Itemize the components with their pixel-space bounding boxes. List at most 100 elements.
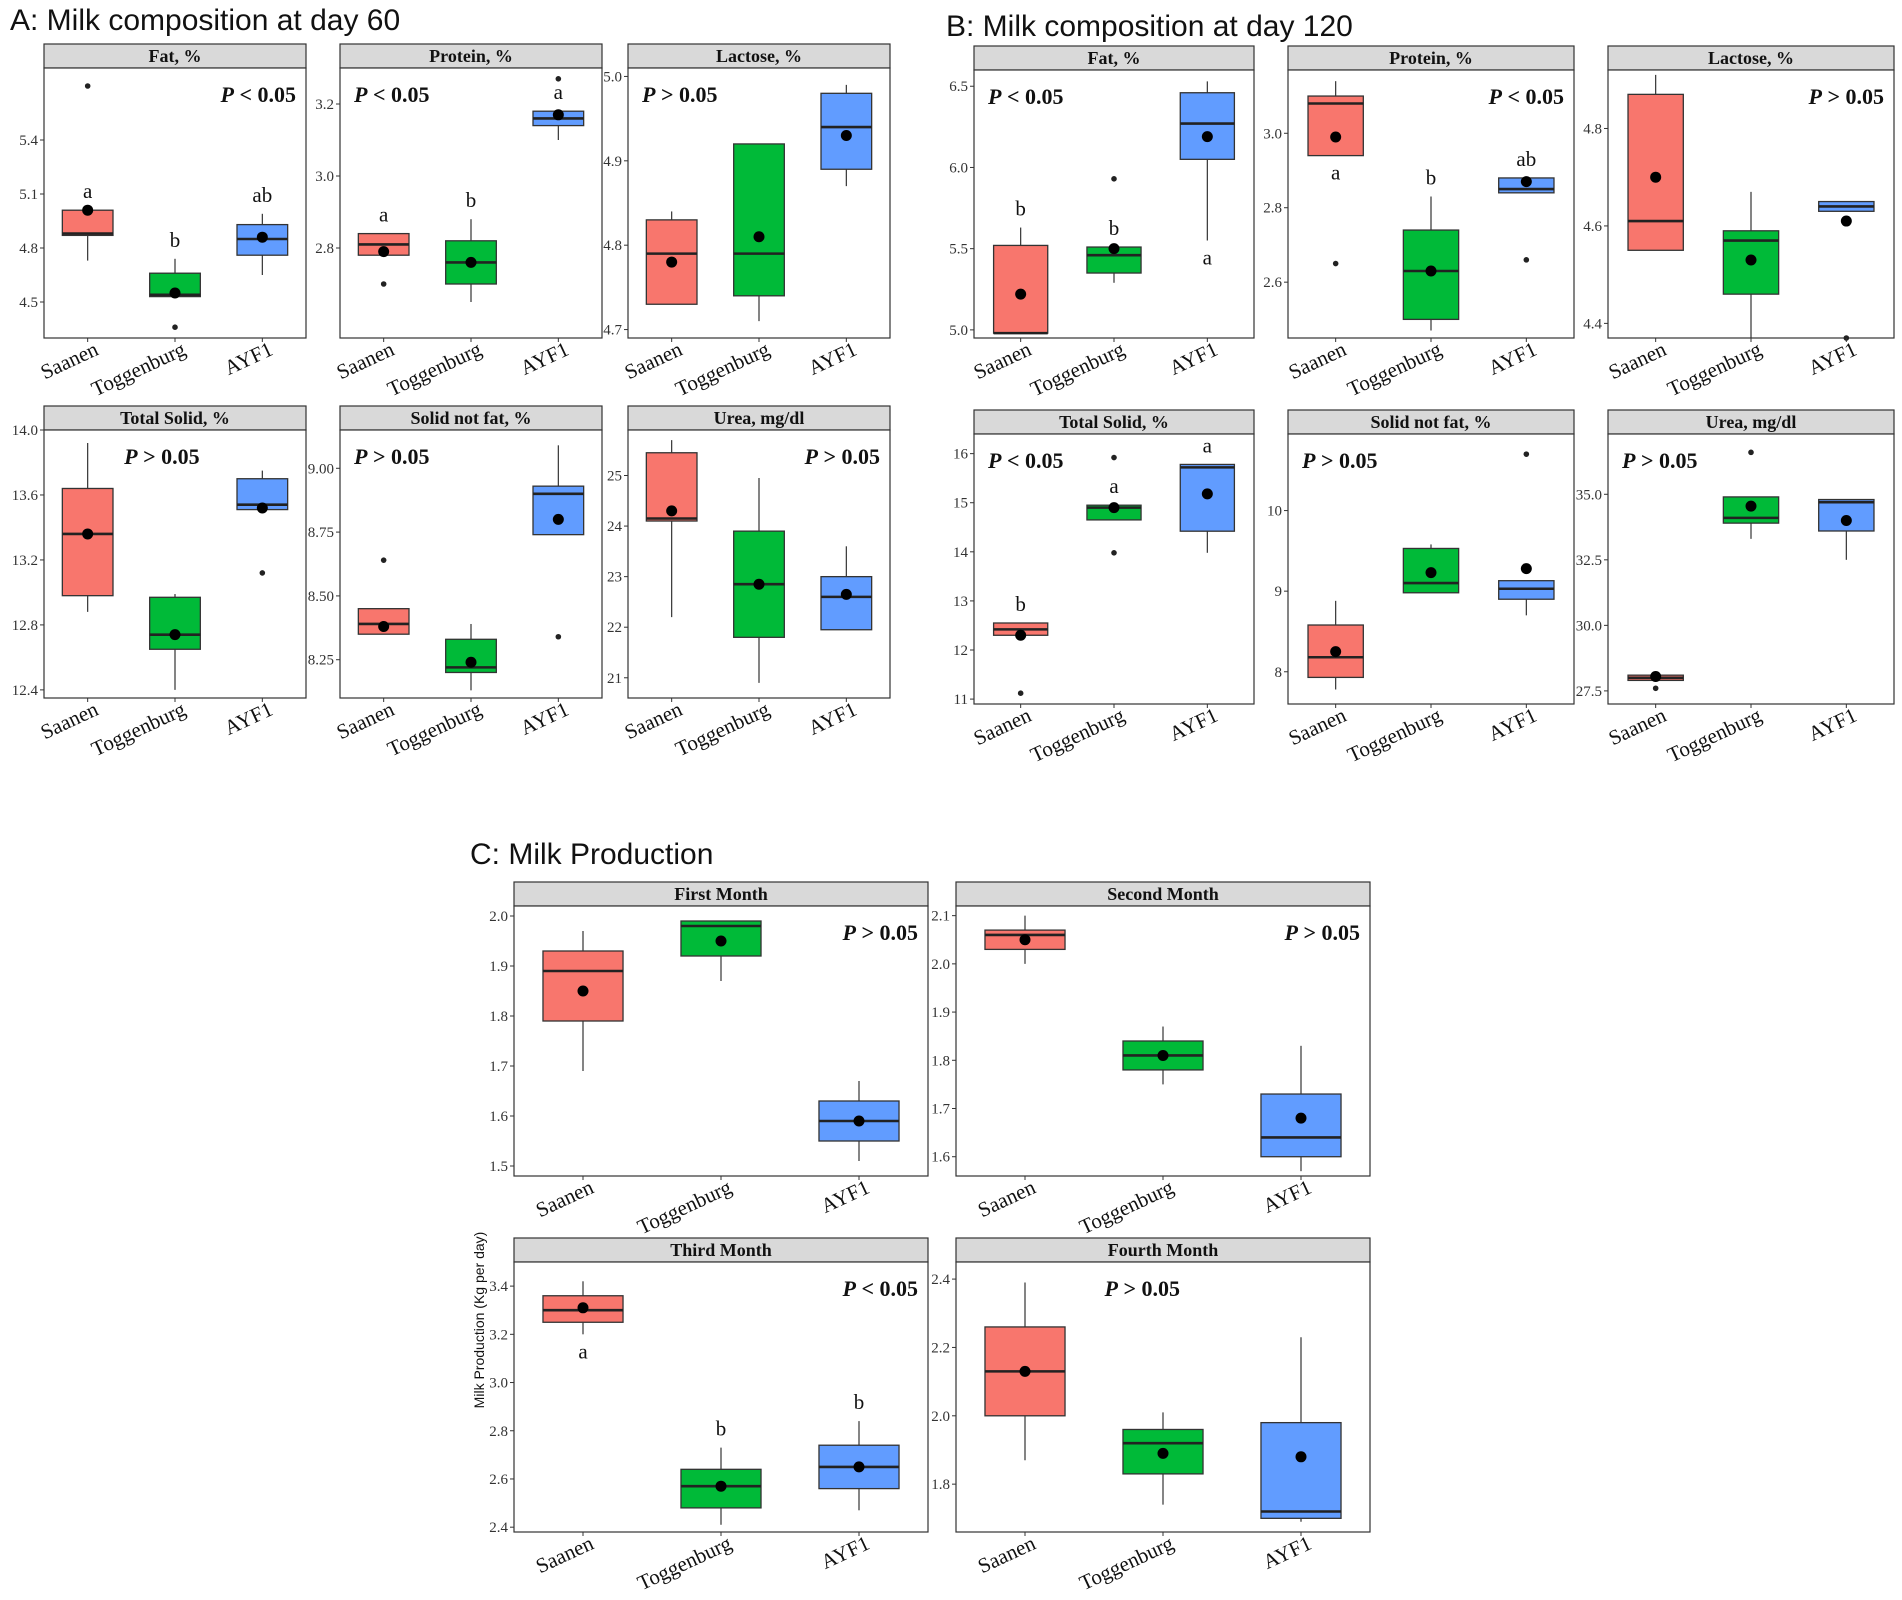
x-category-label: AYF1 [516, 337, 572, 380]
y-tick-label: 2.2 [931, 1340, 950, 1356]
p-value-label: P > 0.05 [1104, 1276, 1181, 1301]
panel-strip [339, 43, 603, 69]
mean-point-saanen [577, 985, 589, 997]
box-saanen [542, 950, 624, 1022]
panel-title: Second Month [1107, 884, 1219, 904]
x-category-label: AYF1 [1804, 337, 1860, 380]
shared-y-axis-label: Milk Production (Kg per day) [471, 1232, 487, 1409]
x-category-label: Toggenburg [672, 337, 774, 402]
x-category-label: Saanen [970, 703, 1036, 751]
panels-group: Fat, %4.54.85.15.4aSaanenbToggenburgabAY… [12, 43, 1895, 1595]
x-category-label: AYF1 [220, 337, 276, 380]
outlier-point [1332, 260, 1339, 267]
panel-A_snf: Solid not fat, %8.258.508.759.00SaanenTo… [308, 405, 603, 761]
y-tick-label: 4.8 [1583, 121, 1602, 137]
panel-B_protein: Protein, % 2.6 2.8 3.0 a Saanen b Toggenburg ab A… [1263, 45, 1575, 401]
y-tick-label: 35.0 [1576, 487, 1602, 503]
mean-point-ayf1 [256, 502, 268, 514]
x-category-label: Saanen [970, 337, 1036, 385]
x-category-label: AYF1 [817, 1175, 873, 1218]
section-b-title: B: Milk composition at day 120 [946, 10, 1353, 43]
x-category-label: Saanen [532, 1175, 598, 1223]
p-value-label: P < 0.05 [987, 84, 1064, 109]
y-tick-label: 12 [953, 643, 968, 659]
panel-title: Fat, % [1088, 48, 1141, 68]
p-value-label: P > 0.05 [123, 444, 200, 469]
y-tick-label: 1.5 [489, 1159, 508, 1175]
y-tick-label: 13.2 [12, 553, 38, 569]
y-tick-label: 1.6 [489, 1109, 508, 1125]
x-category-label: AYF1 [1259, 1531, 1315, 1574]
y-tick-label: 1.7 [931, 1102, 950, 1118]
y-tick-label: 2.8 [315, 241, 334, 257]
p-value-label: P < 0.05 [1488, 84, 1565, 109]
y-tick-label: 4.6 [1583, 219, 1602, 235]
y-tick-label: 8.75 [308, 525, 334, 541]
box-saanen [1307, 95, 1364, 157]
outlier-point [1017, 690, 1024, 696]
mean-point-ayf1 [1295, 1112, 1307, 1124]
mean-point-ayf1 [1295, 1451, 1307, 1463]
panel-A_total_solid: Total Solid, %12.412.813.213.614.0Saanen… [12, 405, 307, 761]
x-category-label: Toggenburg [384, 337, 486, 402]
x-category-label: AYF1 [1165, 337, 1221, 380]
significance-letter: a [1109, 474, 1119, 498]
y-tick-label: 2.6 [1263, 275, 1282, 291]
mean-point-toggenburg [1425, 265, 1437, 277]
mean-point-ayf1 [256, 231, 268, 243]
mean-point-toggenburg [169, 287, 181, 299]
p-value-label: P > 0.05 [1621, 448, 1698, 473]
y-tick-label: 11 [954, 692, 968, 708]
mean-point-ayf1 [552, 109, 564, 121]
p-value-label: P < 0.05 [842, 1276, 919, 1301]
x-category-label: Toggenburg [1027, 337, 1129, 402]
mean-point-toggenburg [465, 656, 477, 668]
p-value-label: P > 0.05 [1301, 448, 1378, 473]
x-category-label: Toggenburg [88, 337, 190, 402]
significance-letter: ab [1516, 147, 1536, 171]
mean-point-ayf1 [1520, 563, 1532, 575]
outlier-point [555, 633, 562, 640]
y-tick-label: 3.0 [1263, 126, 1282, 142]
box-toggenburg [149, 596, 201, 650]
panel-strip [1607, 409, 1895, 435]
significance-letter: a [83, 179, 93, 203]
mean-point-saanen [378, 246, 390, 258]
mean-point-ayf1 [1840, 215, 1852, 227]
y-tick-label: 3.0 [489, 1376, 508, 1392]
panel-strip [1287, 45, 1575, 71]
y-tick-label: 6.5 [949, 79, 968, 95]
panel-C_third: Third Month 2.4 2.6 2.8 3.0 3.2 3.4 a Saanen b Tog… [489, 1237, 929, 1595]
panel-strip [973, 409, 1255, 435]
panel-B_total_solid: Total Solid, % 11 12 13 14 15 16 b Saanen a Toggen… [953, 409, 1255, 767]
panel-A_protein: Protein, %2.83.03.2aSaanenbToggenburgaAY… [315, 43, 603, 402]
panel-strip [513, 881, 929, 907]
p-value-label: P > 0.05 [804, 444, 881, 469]
box-toggenburg [680, 1468, 762, 1509]
x-category-label: Toggenburg [1076, 1175, 1178, 1240]
mean-point-ayf1 [840, 588, 852, 600]
x-category-label: Saanen [1605, 337, 1671, 385]
panel-strip [973, 45, 1255, 71]
significance-letter: b [1426, 166, 1437, 190]
y-tick-label: 2.0 [489, 909, 508, 925]
x-category-label: Saanen [1605, 703, 1671, 751]
mean-point-saanen [577, 1302, 589, 1314]
mean-point-ayf1 [853, 1115, 865, 1127]
significance-letter: a [554, 80, 564, 104]
outlier-point [259, 570, 266, 576]
mean-point-saanen [1019, 1365, 1031, 1377]
y-tick-label: 22 [607, 620, 622, 636]
y-tick-label: 4.8 [603, 238, 622, 254]
y-tick-label: 3.2 [489, 1327, 508, 1343]
box-toggenburg [1122, 1428, 1204, 1475]
mean-point-saanen [378, 621, 390, 633]
y-tick-label: 2.6 [489, 1472, 508, 1488]
panel-strip [513, 1237, 929, 1263]
panel-title: Fat, % [149, 46, 202, 66]
mean-point-ayf1 [853, 1461, 865, 1473]
mean-point-toggenburg [1108, 502, 1120, 514]
panel-B_fat: Fat, % 5.0 5.5 6.0 6.5 b Saanen b Toggenburg a AYF… [949, 45, 1255, 402]
